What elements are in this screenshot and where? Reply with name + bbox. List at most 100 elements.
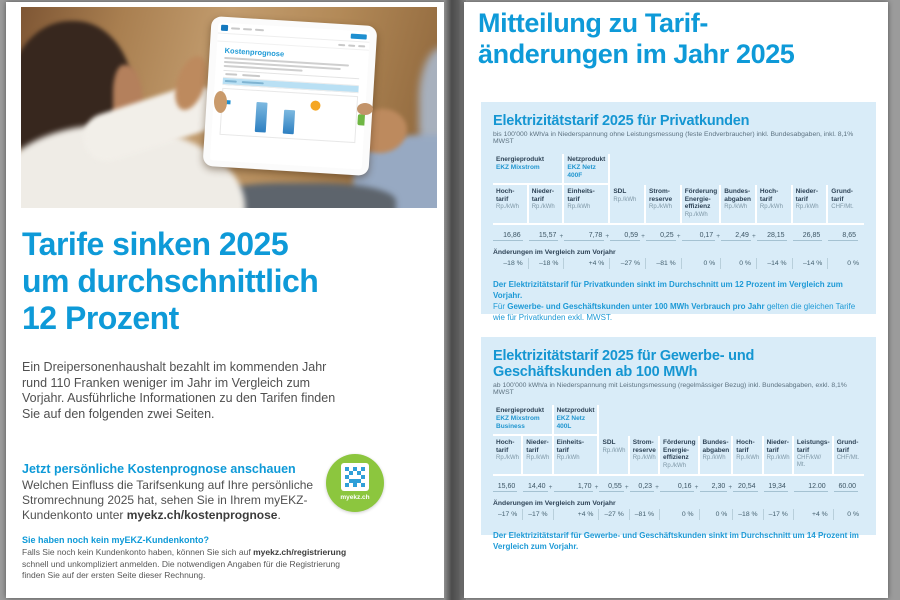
plus-sign: + xyxy=(559,232,564,240)
nav-item xyxy=(242,28,253,31)
tariff-value: 60.00 xyxy=(833,481,858,492)
column-unit: Rp./kWh xyxy=(759,204,783,210)
column-header: Bundes- abgaben Rp./kWh xyxy=(721,185,757,225)
tariff-value-cell: 26,85 xyxy=(792,225,829,241)
qr-label: myekz.ch xyxy=(340,494,370,501)
change-value: –18 % xyxy=(733,508,764,520)
column-label: Bundes- abgaben xyxy=(724,188,751,203)
column-header: Nieder- tarif Rp./kWh xyxy=(523,436,554,476)
column-unit: Rp./kWh xyxy=(602,447,626,454)
column-unit: Rp./kWh xyxy=(613,196,637,203)
column-header: Strom- reserve Rp./kWh xyxy=(646,185,682,225)
tariff-value: 15,60 xyxy=(493,481,518,492)
ekz-logo-icon xyxy=(220,24,229,32)
tariff-value-cell: 15,60 xyxy=(493,476,523,492)
column-header: Hoch- tarif Rp./kWh xyxy=(493,185,529,225)
plus-sign: + xyxy=(594,483,599,491)
product-name: EKZ Mixstrom xyxy=(496,164,540,171)
column-unit: Rp./kWh xyxy=(632,455,656,461)
tariff-box-title: Elektrizitätstarif 2025 für Privatkunden xyxy=(493,113,750,129)
right-thumb xyxy=(357,103,373,115)
change-value: 0 % xyxy=(847,259,859,267)
change-value: 0 % xyxy=(721,257,757,269)
column-label: Hoch- tarif xyxy=(759,188,779,203)
column-label: Strom- reserve xyxy=(632,439,656,454)
change-value: –81 % xyxy=(630,508,661,520)
column-label: Einheits- tarif xyxy=(556,439,585,454)
bar xyxy=(254,101,268,133)
group-label: Energieprodukt xyxy=(496,156,545,163)
group-filler xyxy=(599,405,864,436)
headline-line: Tarife sinken 2025 xyxy=(22,226,289,262)
product-name: EKZ Mixstrom Business xyxy=(496,415,540,430)
column-header: Leistungs- tarif CHF/kW/ Mt. xyxy=(793,436,834,476)
tariff-value-cell: 0,17 + xyxy=(681,225,722,241)
tablet-screen: Kostenprognose xyxy=(209,22,371,170)
change-value: –18 % xyxy=(529,257,565,269)
cta-link[interactable]: myekz.ch/kostenprognose xyxy=(126,508,278,522)
tariff-value: 0,23 xyxy=(629,481,655,492)
cell-placeholder xyxy=(225,73,238,76)
footer-paragraph: Falls Sie noch kein Kundenkonto haben, k… xyxy=(22,547,358,582)
headline-line: um durchschnittlich xyxy=(22,263,319,299)
geschaeftskunden-tariff-table: Energieprodukt EKZ Mixstrom Business Netzp… xyxy=(493,405,864,520)
change-value: –17 % xyxy=(523,508,554,520)
tariff-box-subtitle: ab 100'000 kWh/a in Niederspannung mit L… xyxy=(493,382,847,396)
footer-link[interactable]: myekz.ch/registrierung xyxy=(253,547,347,557)
note-text: Für xyxy=(493,301,505,311)
plus-sign: + xyxy=(548,483,553,491)
page-gap-divider xyxy=(444,0,466,600)
column-unit: Rp./kWh xyxy=(724,204,748,210)
product-name: EKZ Netz 400F xyxy=(567,164,596,179)
column-label: Förderung Energie- effizienz xyxy=(684,188,718,210)
footer-text: schnell und unkompliziert anmelden. Die … xyxy=(22,558,341,581)
cell-placeholder xyxy=(242,74,261,78)
column-header: Hoch- tarif Rp./kWh xyxy=(756,185,793,225)
change-value: +4 % xyxy=(554,508,600,520)
column-label: Bundes- abgaben xyxy=(702,439,730,454)
geschaeftskunden-note: Der Elektrizitätstarif für Gewerbe- und … xyxy=(493,530,864,552)
column-label: Hoch- tarif xyxy=(736,439,755,454)
page-title: Tarife sinken 2025 um durchschnittlich 1… xyxy=(22,226,319,337)
note-text: Gewerbe- und Geschäftskunden unter 100 M… xyxy=(507,301,765,311)
changes-label: Änderungen im Vergleich zum Vorjahr xyxy=(493,499,616,507)
left-page: Kostenprognose xyxy=(6,2,446,598)
plus-sign: + xyxy=(655,483,659,491)
tariff-value-cell: 19,34 xyxy=(763,476,794,492)
plus-sign: + xyxy=(716,232,721,240)
plus-sign xyxy=(858,240,864,241)
cta-text: Welchen Einfluss die Tarifsenkung auf Ih… xyxy=(22,478,314,522)
column-unit: Rp./kWh xyxy=(496,204,520,210)
nav-item xyxy=(254,28,265,32)
cta-title: Jetzt persönliche Kostenprognose anschau… xyxy=(22,462,296,476)
tariff-box-subtitle: bis 100'000 kWh/a in Niederspannung ohne… xyxy=(493,131,854,145)
column-label: Grund- tarif xyxy=(836,439,859,454)
tariff-value-cell: 15,57 + xyxy=(528,225,565,241)
cell-placeholder xyxy=(241,81,264,85)
privatkunden-note: Der Elektrizitätstarif für Privatkunden … xyxy=(493,279,864,323)
tariff-value: 16,86 xyxy=(493,230,523,241)
column-label: Förderung Energie- effizienz xyxy=(663,439,696,461)
left-thumb xyxy=(214,91,227,113)
column-header: SDL Rp./kWh xyxy=(610,185,646,225)
qr-badge[interactable]: myekz.ch xyxy=(326,454,384,512)
change-value: –18 % xyxy=(493,257,529,269)
tariff-value-cell: 1,70 + xyxy=(553,476,600,492)
tariff-value: 2,30 xyxy=(699,481,728,492)
qr-code-icon xyxy=(341,463,369,491)
legend-icon xyxy=(226,100,231,105)
plus-sign: + xyxy=(694,483,699,491)
subnav-item xyxy=(358,44,366,47)
column-unit: Rp./kWh xyxy=(663,462,687,469)
privatkunden-tariff-box: Elektrizitätstarif 2025 für Privatkunden… xyxy=(481,102,876,322)
product-name: EKZ Netz 400L xyxy=(556,415,586,430)
column-unit: Rp./kWh xyxy=(766,455,790,461)
tablet-bar-chart xyxy=(219,87,359,144)
column-label: Hoch- tarif xyxy=(496,188,515,203)
column-header: Strom- reserve Rp./kWh xyxy=(629,436,661,476)
chat-icon xyxy=(357,113,368,126)
column-label: Grund- tarif xyxy=(831,188,853,203)
column-unit: Rp./kWh xyxy=(649,204,673,210)
change-value: –81 % xyxy=(646,257,682,269)
change-value: 0 % xyxy=(847,510,859,518)
